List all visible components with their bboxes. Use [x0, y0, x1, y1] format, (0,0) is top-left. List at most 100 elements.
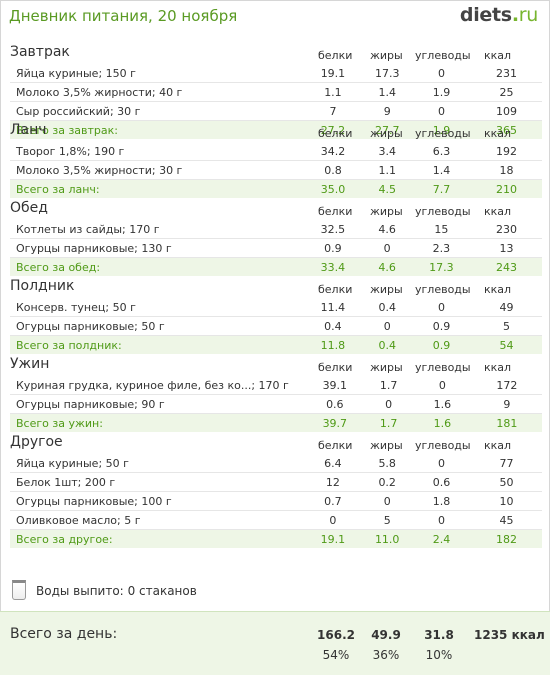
meal-total-label: Всего за завтрак: [10, 120, 304, 139]
food-row[interactable]: Огурцы парниковые; 130 г 0.9 0 2.3 13 [10, 238, 542, 258]
food-carbs: 1.4 [411, 160, 472, 180]
food-fat: 17.3 [362, 64, 412, 83]
food-protein: 0.6 [305, 394, 365, 414]
day-protein-pct: 54% [322, 648, 350, 662]
food-kcal: 5 [471, 316, 542, 336]
column-header: белки [318, 361, 353, 374]
meal-total-row: Всего за обед: 33.4 4.6 17.3 243 [10, 257, 542, 276]
food-kcal: 210 [471, 179, 542, 198]
water-text: Воды выпито: 0 стаканов [36, 584, 197, 598]
food-row[interactable]: Консерв. тунец; 50 г 11.4 0.4 0 49 [10, 298, 542, 317]
day-fat-pct: 36% [372, 648, 400, 662]
meal-section: Полдник белки жиры углеводы ккал Консерв. тун… [0, 278, 550, 356]
column-header: белки [318, 49, 353, 62]
food-row[interactable]: Белок 1шт; 200 г 12 0.2 0.6 50 [10, 472, 542, 492]
food-kcal: 192 [471, 142, 542, 161]
food-kcal: 230 [471, 220, 542, 239]
food-row[interactable]: Творог 1,8%; 190 г 34.2 3.4 6.3 192 [10, 142, 542, 161]
food-row[interactable]: Огурцы парниковые; 100 г 0.7 0 1.8 10 [10, 491, 542, 511]
column-header: белки [318, 205, 353, 218]
food-fat: 27.7 [362, 120, 412, 139]
food-protein: 0.4 [303, 316, 363, 336]
meal-section: Другое белки жиры углеводы ккал Яйца куриные;… [0, 434, 550, 550]
column-header: жиры [370, 205, 403, 218]
column-header: жиры [370, 283, 403, 296]
food-kcal: 25 [471, 82, 542, 102]
meals-list: Завтрак белки жиры углеводы ккал Яйца куриные… [0, 44, 550, 550]
food-fat: 9 [362, 101, 412, 121]
meal-section: Ланч белки жиры углеводы ккал Творог 1,8%; 19… [0, 122, 550, 200]
food-protein: 33.4 [303, 257, 363, 276]
food-kcal: 50 [471, 472, 542, 492]
food-carbs: 0.9 [411, 316, 472, 336]
food-row[interactable]: Оливковое масло; 5 г 0 5 0 45 [10, 510, 542, 530]
food-fat: 4.6 [362, 220, 412, 239]
food-name: Яйца куриные; 150 г [10, 64, 304, 83]
food-protein: 27.2 [303, 120, 363, 139]
food-row[interactable]: Огурцы парниковые; 90 г 0.6 0 1.6 9 [10, 394, 542, 414]
food-carbs: 0.6 [411, 472, 472, 492]
food-name: Сыр российский; 30 г [10, 101, 304, 121]
food-fat: 0.4 [362, 298, 412, 317]
column-header: белки [318, 127, 353, 140]
food-carbs: 6.3 [411, 142, 472, 161]
meal-title: Завтрак [10, 44, 70, 60]
column-header: углеводы [415, 205, 471, 218]
column-header: углеводы [415, 49, 471, 62]
meal-table: Яйца куриные; 50 г 6.4 5.8 0 77 Белок 1шт; 20… [10, 454, 542, 548]
food-fat: 4.6 [362, 257, 412, 276]
food-fat: 0 [362, 238, 412, 258]
food-protein: 39.1 [305, 376, 365, 395]
food-kcal: 77 [471, 454, 542, 473]
day-total-label: Всего за день: [10, 626, 118, 642]
food-protein: 1.1 [303, 82, 363, 102]
meal-total-label: Всего за ланч: [10, 179, 304, 198]
food-protein: 0.9 [303, 238, 363, 258]
food-carbs: 0 [411, 454, 472, 473]
site-logo[interactable]: diets.ru [460, 4, 538, 26]
column-header: ккал [484, 205, 512, 218]
food-kcal: 231 [471, 64, 542, 83]
food-name: Огурцы парниковые; 90 г [10, 394, 306, 414]
food-row[interactable]: Огурцы парниковые; 50 г 0.4 0 0.9 5 [10, 316, 542, 336]
meal-section: Завтрак белки жиры углеводы ккал Яйца куриные… [0, 44, 550, 139]
page-title: Дневник питания, 20 ноября [9, 7, 238, 25]
food-protein: 6.4 [303, 454, 363, 473]
water-value: 0 стаканов [127, 584, 197, 598]
food-kcal: 45 [471, 510, 542, 530]
meal-total-row: Всего за ланч: 35.0 4.5 7.7 210 [10, 179, 542, 198]
column-header: жиры [370, 127, 403, 140]
food-carbs: 15 [411, 220, 472, 239]
meal-total-row: Всего за другое: 19.1 11.0 2.4 182 [10, 529, 542, 548]
food-name: Огурцы парниковые; 100 г [10, 491, 304, 511]
food-kcal: 243 [471, 257, 542, 276]
food-kcal: 365 [471, 120, 542, 139]
food-row[interactable]: Яйца куриные; 150 г 19.1 17.3 0 231 [10, 64, 542, 83]
food-carbs: 0 [411, 64, 472, 83]
food-row[interactable]: Сыр российский; 30 г 7 9 0 109 [10, 101, 542, 121]
food-protein: 7 [303, 101, 363, 121]
food-carbs: 0 [411, 510, 472, 530]
food-kcal: 13 [471, 238, 542, 258]
food-row[interactable]: Котлеты из сайды; 170 г 32.5 4.6 15 230 [10, 220, 542, 239]
food-row[interactable]: Молоко 3,5% жирности; 30 г 0.8 1.1 1.4 18 [10, 160, 542, 180]
day-summary: Всего за день: 166.2 49.9 31.8 1235 ккал… [0, 611, 550, 675]
food-kcal: 172 [471, 376, 542, 395]
food-row[interactable]: Молоко 3,5% жирности; 40 г 1.1 1.4 1.9 25 [10, 82, 542, 102]
food-row[interactable]: Яйца куриные; 50 г 6.4 5.8 0 77 [10, 454, 542, 473]
food-carbs: 1.9 [411, 120, 472, 139]
food-row[interactable]: Куриная грудка, куриное филе, без ко...;… [10, 376, 542, 395]
meal-table: Куриная грудка, куриное филе, без ко...;… [10, 376, 542, 432]
column-header: ккал [484, 283, 512, 296]
food-kcal: 9 [471, 394, 542, 414]
food-kcal: 181 [471, 413, 542, 432]
food-fat: 3.4 [362, 142, 412, 161]
column-header: ккал [484, 361, 512, 374]
meal-table: Котлеты из сайды; 170 г 32.5 4.6 15 230 Огурц… [10, 220, 542, 276]
food-name: Огурцы парниковые; 50 г [10, 316, 304, 336]
day-carbs: 31.8 [424, 628, 454, 642]
food-kcal: 10 [471, 491, 542, 511]
food-carbs: 0 [411, 101, 472, 121]
meal-title: Полдник [10, 278, 75, 294]
food-name: Оливковое масло; 5 г [10, 510, 304, 530]
